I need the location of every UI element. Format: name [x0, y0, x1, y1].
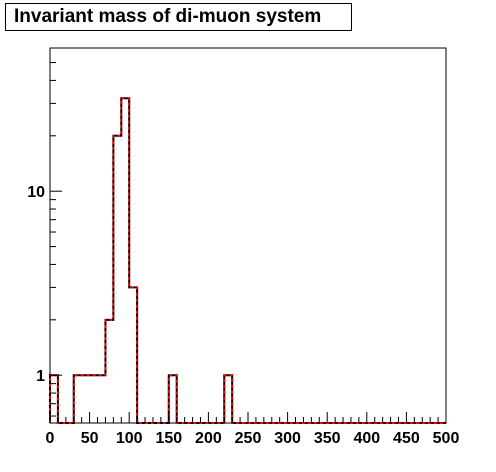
x-tick-label: 200: [195, 430, 222, 447]
x-tick-label: 300: [274, 430, 301, 447]
x-tick-label: 0: [46, 430, 55, 447]
x-tick-label: 100: [116, 430, 143, 447]
x-tick-label: 250: [235, 430, 262, 447]
y-tick-label: 10: [27, 184, 45, 201]
x-axis: 0 50 100 150 200 250 300 350 400 450 500: [46, 412, 460, 447]
histogram-outline: [49, 97, 446, 424]
histogram-layer: [49, 97, 446, 424]
x-tick-label: 50: [81, 430, 99, 447]
x-tick-label: 400: [353, 430, 380, 447]
chart-title: Invariant mass of di-muon system: [5, 3, 352, 31]
x-tick-label: 150: [155, 430, 182, 447]
y-tick-label: 1: [36, 368, 45, 385]
x-tick-label: 450: [393, 430, 420, 447]
y-axis: 1 10: [27, 47, 62, 417]
x-tick-label: 500: [433, 430, 460, 447]
plot-frame: [49, 47, 447, 424]
histogram-overlay-dashed: [49, 97, 446, 424]
x-tick-label: 350: [314, 430, 341, 447]
